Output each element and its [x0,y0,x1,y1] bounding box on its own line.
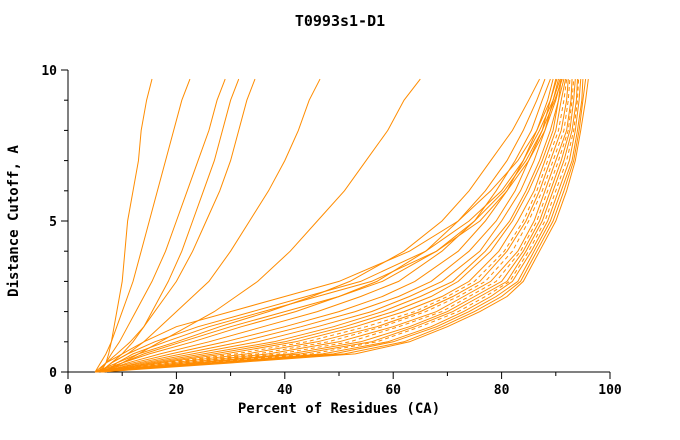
tick-label: 0 [49,366,57,381]
tick-label: 10 [41,64,57,79]
x-axis-label: Percent of Residues (CA) [238,401,440,417]
model-curve [100,78,563,373]
y-axis-label: Distance Cutoff, A [6,145,22,297]
model-curve [95,78,559,373]
tick-label: 0 [64,383,72,398]
tick-label: 5 [49,215,57,230]
model-curve [100,79,576,373]
chart-title: T0993s1-D1 [295,12,385,30]
model-curve [95,78,568,373]
model-curve [100,78,557,373]
model-curve [105,78,562,373]
model-curve [100,78,551,373]
model-curve [100,78,567,373]
model-curve [100,79,569,373]
model-curve [95,79,575,373]
tick-label: 100 [598,383,622,398]
model-curve [100,78,153,373]
plot-area: 0 20 40 60 80 100 0 5 10 [41,64,622,398]
model-curve [105,78,421,373]
model-curve [100,78,321,373]
model-curve [94,78,540,373]
model-curve [100,79,584,373]
model-curve [100,79,580,373]
model-curve [95,78,587,373]
tick-label: 80 [494,383,510,398]
model-curve [100,78,589,373]
tick-label: 40 [277,383,293,398]
model-curve [95,79,582,373]
model-curve [95,79,578,373]
model-curve [100,78,240,373]
model-curve [95,78,565,373]
model-curve [100,78,561,373]
model-curve [100,78,226,373]
model-curve [94,78,191,373]
tick-label: 60 [385,383,401,398]
model-curve [100,78,562,373]
model-curve [94,78,554,373]
model-curve [94,78,546,373]
tick-label: 20 [169,383,185,398]
model-curve [100,79,573,373]
model-curve [97,78,256,373]
model-curve [94,78,558,373]
